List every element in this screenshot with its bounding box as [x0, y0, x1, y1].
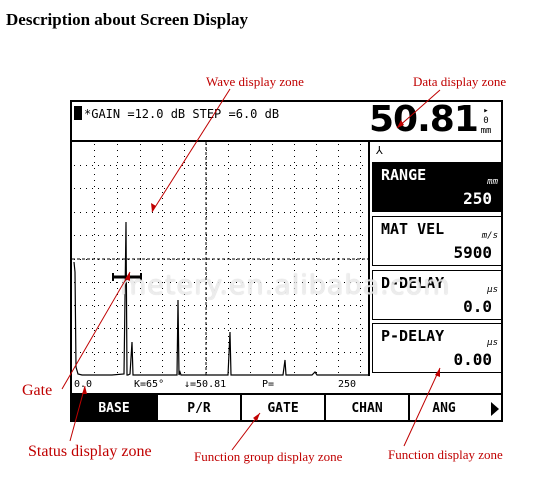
main-unit-block: ▸ 0 mm	[478, 106, 494, 136]
wave-display-zone	[72, 142, 368, 376]
function-tab-pr[interactable]: P/R	[158, 395, 242, 420]
param-d-delay[interactable]: D-DELAY µs 0.0	[372, 270, 501, 320]
gate-pointer	[61, 271, 131, 390]
param-d-delay-unit: µs	[487, 285, 498, 295]
status-zone-pointer	[69, 385, 86, 442]
param-d-delay-name: D-DELAY	[381, 274, 445, 292]
function-tab-ang[interactable]: ANG	[432, 401, 456, 416]
callout-function-display-zone: Function display zone	[388, 447, 503, 462]
data-zone-pointer	[396, 89, 441, 129]
status-display-zone: 0.0 K=65° ↓=50.81 P= 250	[72, 378, 501, 392]
wave-zone-pointer	[151, 88, 231, 213]
gain-text: *GAIN =12.0 dB STEP =6.0 dB	[84, 107, 280, 121]
probe-icon: ⅄	[376, 144, 383, 157]
callout-gate: Gate	[22, 382, 53, 399]
function-group-display-zone: BASE P/R GATE CHAN ANG	[72, 393, 501, 420]
param-range[interactable]: RANGE mm 250	[372, 162, 501, 212]
status-probe: P=	[262, 379, 275, 390]
status-start: 0.0	[74, 379, 93, 390]
param-p-delay-value: 0.00	[453, 350, 492, 369]
function-tab-chan[interactable]: CHAN	[326, 395, 410, 420]
function-tab-base[interactable]: BASE	[72, 395, 158, 420]
param-range-unit: mm	[487, 177, 498, 187]
param-mat-vel-name: MAT VEL	[381, 220, 445, 238]
param-mat-vel-unit: m/s	[481, 231, 498, 241]
main-unit-prefix: 0	[483, 116, 489, 126]
watermark: metery.en.alibaba.com	[120, 270, 451, 301]
param-p-delay[interactable]: P-DELAY µs 0.00	[372, 323, 501, 373]
param-p-delay-name: P-DELAY	[381, 327, 445, 345]
battery-icon	[74, 106, 82, 120]
status-end: 250	[338, 379, 357, 390]
param-d-delay-value: 0.0	[463, 297, 492, 316]
callout-function-group-display-zone: Function group display zone	[194, 449, 343, 464]
param-mat-vel[interactable]: MAT VEL m/s 5900	[372, 216, 501, 266]
gain-status-line: *GAIN =12.0 dB STEP =6.0 dB	[74, 106, 279, 121]
main-reading: 50.81	[369, 100, 479, 140]
echo-waveform	[73, 221, 368, 376]
header-divider	[72, 140, 501, 142]
param-mat-vel-value: 5900	[453, 243, 492, 262]
param-p-delay-unit: µs	[487, 338, 498, 348]
status-depth: ↓=50.81	[184, 379, 227, 390]
function-tab-gate[interactable]: GATE	[242, 395, 326, 420]
callout-data-display-zone: Data display zone	[413, 74, 507, 89]
callout-status-display-zone: Status display zone	[28, 443, 152, 460]
waveform-graph	[72, 142, 368, 376]
status-angle: K=65°	[134, 379, 165, 390]
probe-mini-icon: ▸	[483, 106, 489, 116]
function-zone-pointer	[403, 367, 441, 447]
param-range-value: 250	[463, 189, 492, 208]
device-screen: *GAIN =12.0 dB STEP =6.0 dB 50.81 ▸ 0 mm	[70, 100, 503, 422]
param-range-name: RANGE	[381, 166, 427, 184]
data-display-zone: ⅄ RANGE mm 250 MAT VEL m/s 5900 D-DELAY …	[368, 142, 501, 376]
page-title: Description about Screen Display	[6, 10, 248, 29]
grid-dots	[74, 144, 363, 373]
next-page-arrow-icon[interactable]	[491, 402, 499, 416]
main-unit: mm	[480, 126, 492, 136]
callout-wave-display-zone: Wave display zone	[206, 74, 304, 89]
